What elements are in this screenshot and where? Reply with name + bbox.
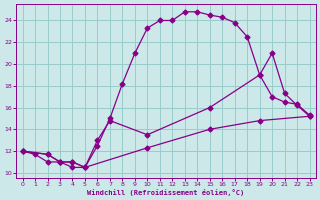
X-axis label: Windchill (Refroidissement éolien,°C): Windchill (Refroidissement éolien,°C)	[87, 189, 245, 196]
